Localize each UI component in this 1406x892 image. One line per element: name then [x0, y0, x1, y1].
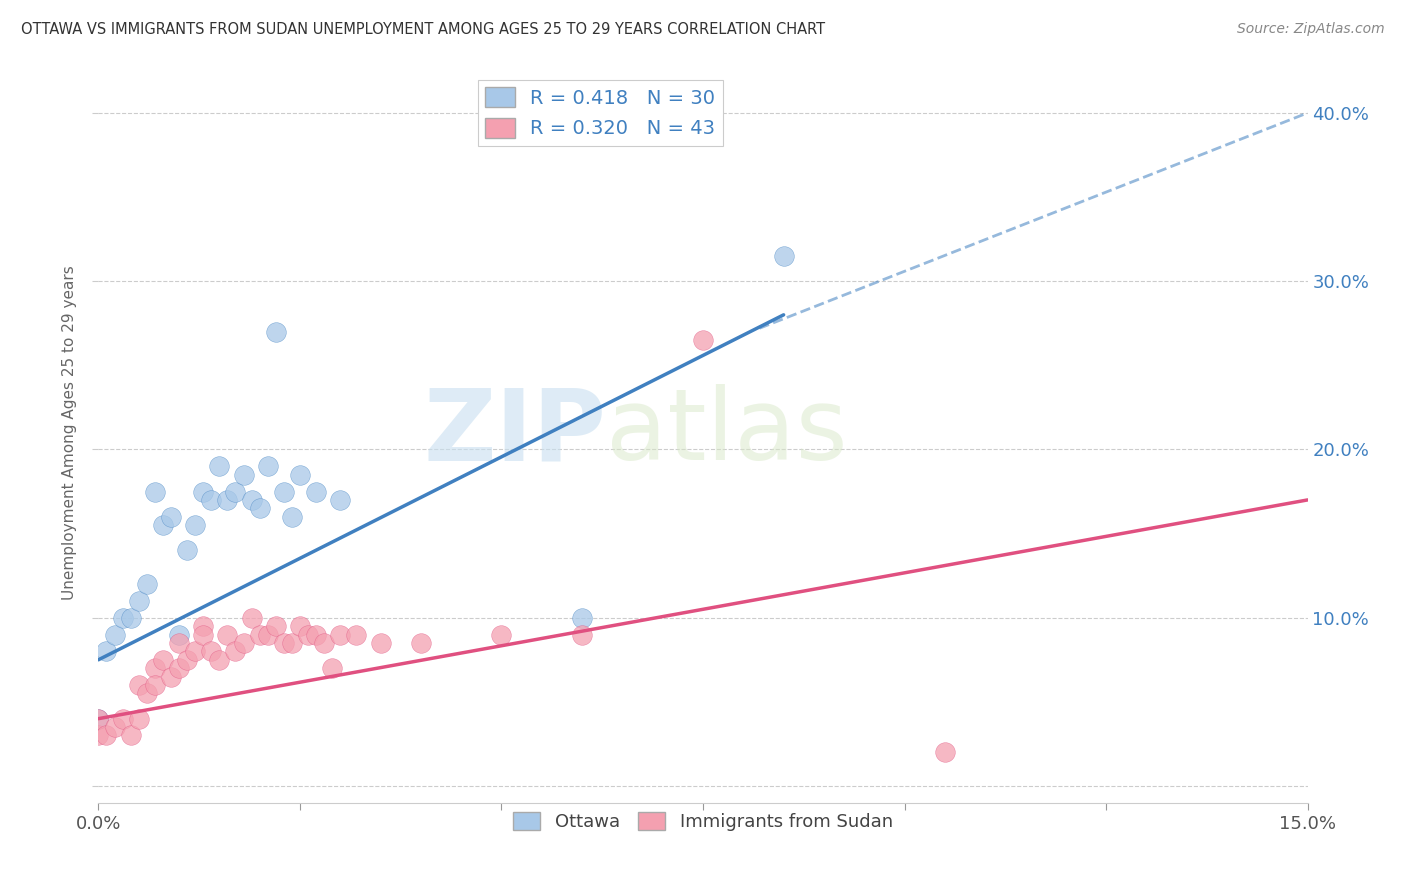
Point: [692, 333, 714, 347]
Point: [200, 644, 222, 658]
Point: [256, 627, 278, 641]
Point: [305, 627, 328, 641]
Point: [321, 661, 343, 675]
Point: [96, 729, 118, 743]
Point: [128, 594, 150, 608]
Point: [143, 678, 166, 692]
Text: ZIP: ZIP: [423, 384, 606, 481]
Point: [128, 712, 150, 726]
Point: [120, 729, 142, 743]
Text: atlas: atlas: [606, 384, 848, 481]
Point: [208, 459, 231, 474]
Point: [152, 653, 174, 667]
Point: [96, 644, 118, 658]
Point: [208, 653, 231, 667]
Point: [143, 661, 166, 675]
Point: [87, 712, 110, 726]
Point: [249, 627, 271, 641]
Point: [934, 745, 956, 759]
Point: [217, 627, 239, 641]
Point: [297, 627, 319, 641]
Point: [409, 636, 432, 650]
Text: Source: ZipAtlas.com: Source: ZipAtlas.com: [1237, 22, 1385, 37]
Point: [329, 627, 352, 641]
Point: [193, 484, 215, 499]
Point: [281, 636, 304, 650]
Point: [160, 670, 183, 684]
Point: [772, 249, 794, 263]
Point: [232, 636, 254, 650]
Y-axis label: Unemployment Among Ages 25 to 29 years: Unemployment Among Ages 25 to 29 years: [62, 265, 77, 600]
Point: [288, 619, 311, 633]
Point: [193, 619, 215, 633]
Point: [256, 459, 278, 474]
Point: [200, 492, 222, 507]
Point: [571, 627, 593, 641]
Point: [135, 577, 157, 591]
Point: [571, 610, 593, 624]
Point: [135, 686, 157, 700]
Point: [224, 484, 246, 499]
Point: [264, 619, 287, 633]
Point: [128, 678, 150, 692]
Point: [329, 492, 352, 507]
Point: [111, 610, 134, 624]
Point: [193, 627, 215, 641]
Point: [249, 501, 271, 516]
Point: [288, 467, 311, 482]
Point: [152, 518, 174, 533]
Point: [184, 518, 207, 533]
Text: OTTAWA VS IMMIGRANTS FROM SUDAN UNEMPLOYMENT AMONG AGES 25 TO 29 YEARS CORRELATI: OTTAWA VS IMMIGRANTS FROM SUDAN UNEMPLOY…: [21, 22, 825, 37]
Point: [491, 627, 513, 641]
Point: [167, 661, 190, 675]
Point: [111, 712, 134, 726]
Point: [176, 543, 198, 558]
Point: [167, 627, 190, 641]
Point: [240, 492, 263, 507]
Point: [273, 484, 295, 499]
Point: [103, 627, 125, 641]
Legend: Ottawa, Immigrants from Sudan: Ottawa, Immigrants from Sudan: [506, 805, 900, 838]
Point: [344, 627, 367, 641]
Point: [184, 644, 207, 658]
Point: [314, 636, 336, 650]
Point: [305, 484, 328, 499]
Point: [143, 484, 166, 499]
Point: [167, 636, 190, 650]
Point: [160, 509, 183, 524]
Point: [176, 653, 198, 667]
Point: [281, 509, 304, 524]
Point: [240, 610, 263, 624]
Point: [87, 712, 110, 726]
Point: [273, 636, 295, 650]
Point: [370, 636, 392, 650]
Point: [120, 610, 142, 624]
Point: [103, 720, 125, 734]
Point: [217, 492, 239, 507]
Point: [264, 325, 287, 339]
Point: [87, 729, 110, 743]
Point: [224, 644, 246, 658]
Point: [232, 467, 254, 482]
